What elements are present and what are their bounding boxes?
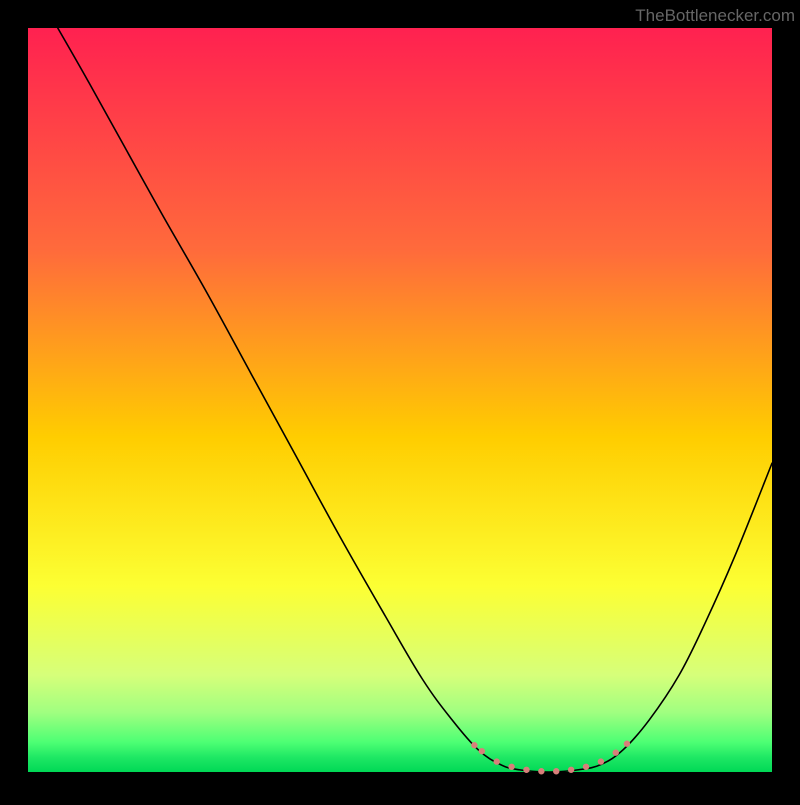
sweet-spot-marker <box>494 758 500 764</box>
sweet-spot-marker <box>523 767 529 773</box>
watermark-text: TheBottlenecker.com <box>635 6 795 26</box>
sweet-spot-marker <box>598 758 604 764</box>
sweet-spot-marker <box>553 768 559 774</box>
sweet-spot-marker <box>471 742 477 748</box>
sweet-spot-marker <box>568 767 574 773</box>
sweet-spot-marker <box>479 748 485 754</box>
chart-container <box>0 0 800 805</box>
sweet-spot-marker <box>583 764 589 770</box>
sweet-spot-marker <box>624 741 630 747</box>
bottleneck-chart <box>0 0 800 800</box>
sweet-spot-marker <box>613 749 619 755</box>
plot-background <box>28 28 772 772</box>
sweet-spot-marker <box>538 768 544 774</box>
sweet-spot-marker <box>508 764 514 770</box>
